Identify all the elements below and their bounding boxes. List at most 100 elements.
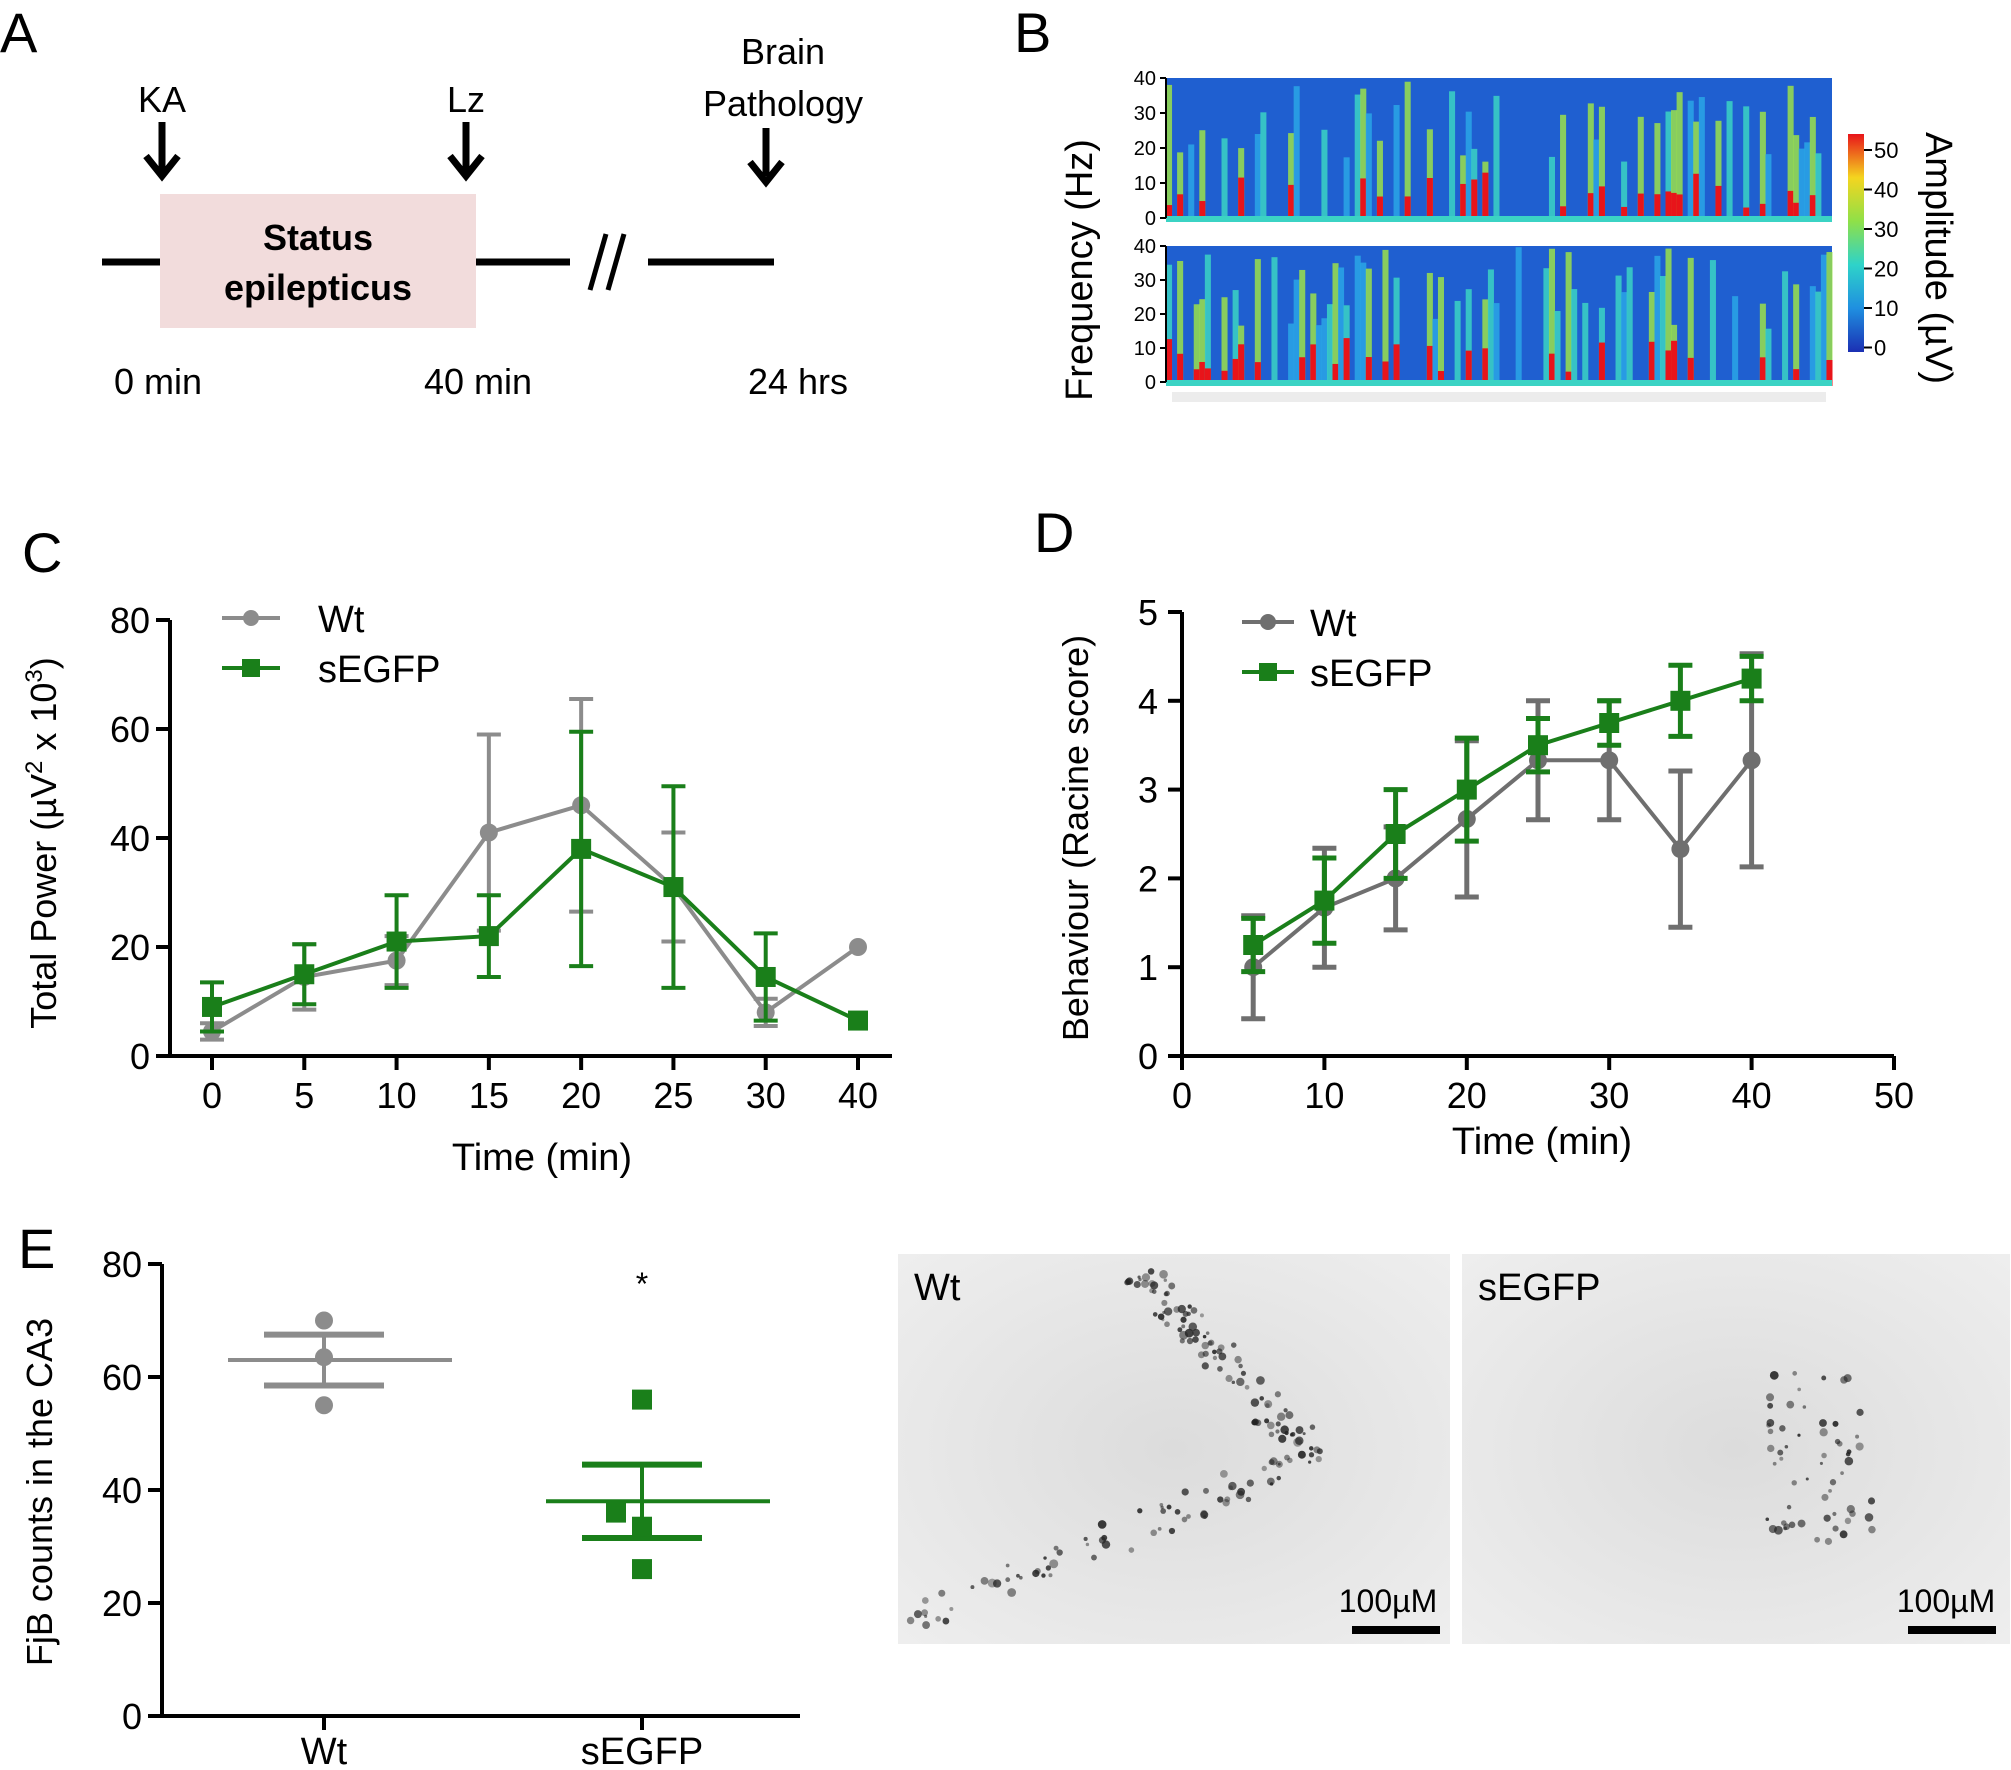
cell-marker: [1805, 1477, 1809, 1481]
cell-marker: [1177, 1327, 1183, 1333]
spectrogram-burst: [1665, 191, 1672, 222]
chart-c-legend: Wt sEGFP: [222, 599, 440, 691]
cell-marker: [921, 1609, 928, 1617]
cell-marker: [1190, 1307, 1198, 1314]
legend-segfp-label: sEGFP: [318, 649, 440, 691]
cell-marker: [1308, 1452, 1315, 1458]
cell-marker: [1168, 1282, 1176, 1290]
cell-marker: [1819, 1461, 1823, 1465]
chart-e-ytick-label: 40: [102, 1470, 142, 1511]
chart-e-xtick-label: sEGFP: [581, 1731, 703, 1770]
spectrogram-column: [1654, 255, 1661, 386]
spectrogram-column: [1548, 156, 1555, 222]
cell-marker: [1840, 1376, 1848, 1384]
cell-marker: [1201, 1362, 1209, 1370]
chart-e-ytick-label: 20: [102, 1583, 142, 1624]
spectrogram-column: [1166, 84, 1173, 223]
cell-marker: [1824, 1537, 1833, 1545]
spectrogram-column: [1465, 289, 1472, 386]
cell-marker: [942, 1617, 950, 1625]
spectrogram-column: [1826, 252, 1833, 386]
cell-marker: [1256, 1376, 1265, 1385]
spectrogram-column: [1593, 139, 1600, 222]
data-point-wt: [315, 1311, 333, 1330]
spectrogram-burst: [1787, 190, 1794, 222]
cell-marker: [1844, 1456, 1854, 1466]
spectrogram-burst: [1460, 183, 1467, 222]
spectrogram-column: [1798, 148, 1805, 222]
cell-marker: [1245, 1496, 1252, 1503]
micrograph-segfp-scale-bar: [1908, 1626, 1996, 1634]
spectrogram-column: [1221, 138, 1228, 222]
cell-marker: [1224, 1496, 1231, 1503]
spectrogram-column: [1809, 286, 1816, 386]
spectrogram-column: [1759, 303, 1766, 386]
cell-marker: [1765, 1517, 1770, 1522]
cell-marker: [1295, 1436, 1304, 1445]
data-point-wt: [1742, 751, 1761, 770]
cell-marker: [1265, 1403, 1270, 1408]
cell-marker: [921, 1597, 929, 1604]
cell-marker: [1148, 1280, 1156, 1287]
cell-marker: [1163, 1307, 1173, 1316]
spectrogram-burst: [1743, 207, 1750, 222]
cell-marker: [1150, 1281, 1159, 1290]
spectrogram-column: [1260, 112, 1267, 222]
spectrogram-burst: [1471, 179, 1478, 222]
cell-marker: [1181, 1488, 1189, 1496]
cell-marker: [970, 1585, 975, 1590]
cell-marker: [1814, 1536, 1820, 1543]
spectrogram-column: [1637, 116, 1644, 222]
cell-marker: [1157, 1313, 1165, 1320]
data-point-segfp: [632, 1516, 652, 1537]
spectrogram-top-axis: 40 30 20 10 0: [1134, 68, 1167, 230]
spectrogram-column: [1665, 248, 1672, 386]
spectrogram-burst: [1587, 193, 1594, 222]
cell-marker: [1186, 1337, 1194, 1345]
cell-marker: [1048, 1573, 1053, 1578]
spectrogram-column: [1487, 269, 1494, 386]
spectrogram-column: [1354, 94, 1361, 222]
axis-break-icon: [605, 233, 627, 291]
chart-c-ytick-label: 40: [110, 818, 150, 859]
status-label: Status: [263, 217, 373, 258]
spectrogram-burst: [1598, 342, 1605, 386]
chart-c-xtick-label: 30: [746, 1075, 786, 1116]
cell-marker: [906, 1616, 915, 1625]
cell-marker: [1217, 1366, 1223, 1372]
cell-marker: [1766, 1419, 1775, 1427]
cell-marker: [1797, 1387, 1802, 1392]
cell-marker: [1845, 1451, 1851, 1457]
spectrogram-column: [1554, 311, 1561, 386]
cell-marker: [1236, 1377, 1245, 1387]
spectrogram-baseline: [1166, 380, 1832, 386]
colorbar-tick-label: 20: [1874, 257, 1898, 282]
cell-marker: [1786, 1504, 1792, 1510]
cell-marker: [1187, 1304, 1192, 1309]
cell-marker: [1179, 1330, 1188, 1340]
cell-marker: [1779, 1456, 1784, 1461]
spectrogram-column: [1648, 291, 1655, 386]
cell-marker: [1276, 1475, 1281, 1481]
micrograph-wt: Wt 100µM: [898, 1254, 1450, 1644]
data-point-segfp: [1528, 735, 1548, 756]
spectrogram-burst: [1238, 177, 1245, 222]
spectrogram-column: [1715, 120, 1722, 222]
spectrogram-burst: [1648, 341, 1655, 386]
spectrogram-burst: [1310, 344, 1317, 386]
spectrogram-column: [1288, 133, 1295, 222]
spectrogram-column: [1571, 289, 1578, 386]
spectrogram-column: [1793, 135, 1800, 222]
ka-label: KA: [138, 79, 186, 120]
chart-c-xtick-label: 0: [202, 1075, 222, 1116]
cell-marker: [1268, 1431, 1275, 1438]
cell-marker: [1043, 1556, 1047, 1560]
cell-marker: [1234, 1355, 1242, 1364]
cell-marker: [1197, 1351, 1205, 1359]
spectrogram-burst: [1693, 173, 1700, 222]
data-point-segfp: [632, 1559, 652, 1580]
chart-d-xtick-label: 50: [1874, 1075, 1914, 1116]
cell-marker: [1160, 1508, 1167, 1514]
cell-marker: [1160, 1505, 1164, 1510]
cell-marker: [1295, 1426, 1304, 1435]
